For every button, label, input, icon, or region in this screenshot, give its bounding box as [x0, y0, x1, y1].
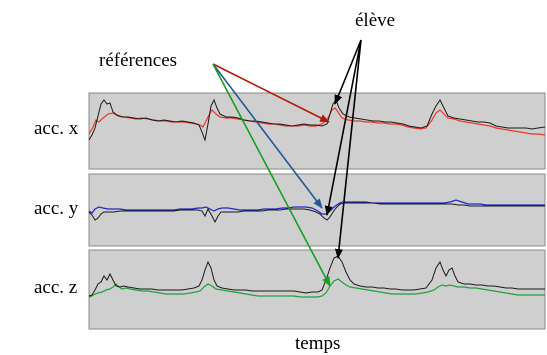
reference-trace-z — [88, 278, 545, 298]
reference-trace-y — [88, 199, 545, 215]
arrow-reference-y — [212, 63, 323, 209]
arrow-student-z — [334, 39, 362, 259]
panel-label-y: acc. y — [34, 198, 79, 219]
arrow-reference-x — [212, 63, 330, 123]
arrow-student-y — [324, 39, 362, 216]
panel-acc-y — [88, 173, 546, 247]
student-trace-y — [88, 202, 545, 224]
arrow-student-x — [334, 39, 362, 105]
student-trace-z — [88, 255, 545, 297]
label-references: références — [99, 50, 177, 71]
panel-acc-z — [88, 249, 546, 330]
label-temps: temps — [295, 333, 340, 354]
panel-label-z: acc. z — [34, 277, 77, 298]
label-eleve: élève — [355, 10, 395, 31]
panel-acc-x — [88, 92, 546, 170]
arrow-reference-z — [212, 63, 331, 287]
panel-label-x: acc. x — [34, 118, 79, 139]
student-trace-x — [88, 98, 546, 142]
